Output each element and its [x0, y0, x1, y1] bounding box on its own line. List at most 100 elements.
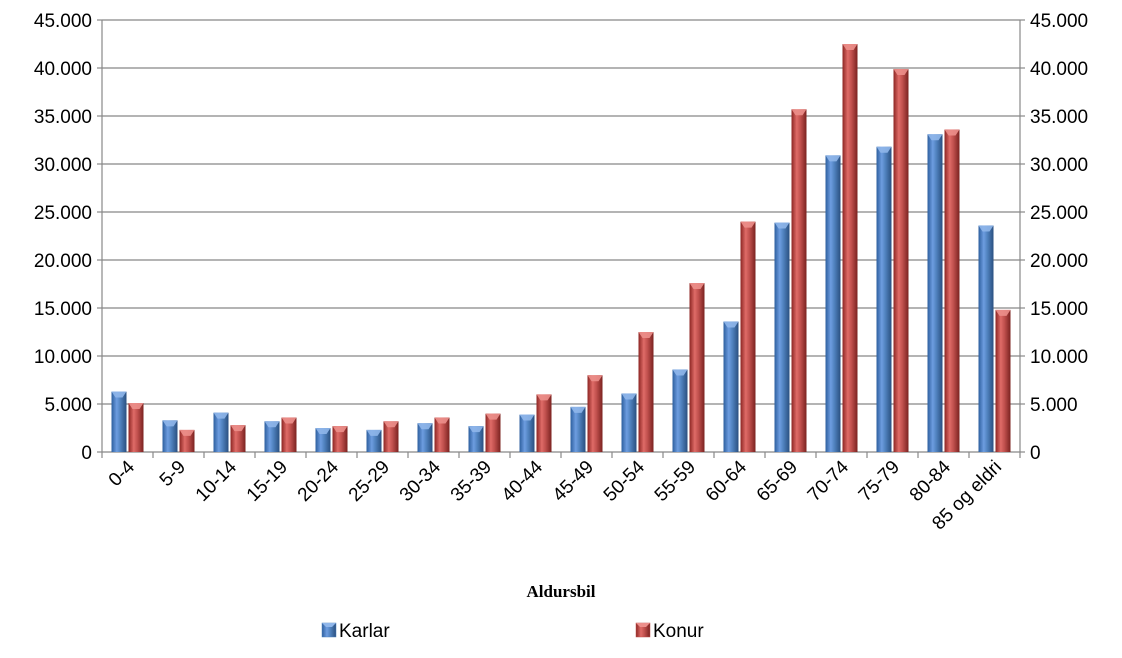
bar-body	[672, 369, 688, 452]
legend-label: Karlar	[339, 621, 390, 642]
bar-konur-75-79	[893, 68, 909, 453]
x-tick-label: 70-74	[804, 456, 854, 506]
bar-body	[723, 321, 739, 452]
x-tick-label: 0-4	[105, 456, 140, 491]
x-tick-label: 55-59	[651, 457, 700, 506]
bar-bevel	[893, 68, 909, 75]
bar-karlar-30-34	[417, 423, 433, 452]
bar-bevel	[230, 425, 246, 432]
y-tick-label-right: 25.000	[1030, 203, 1088, 224]
bar-bevel	[366, 429, 382, 436]
y-tick-label-left: 45.000	[34, 11, 92, 32]
bar-karlar-25-29	[366, 429, 382, 452]
bar-bevel	[825, 155, 841, 162]
bar-bevel	[383, 421, 399, 428]
bar-konur-70-74	[842, 44, 858, 452]
x-tick-label: 45-49	[549, 457, 598, 506]
bar-bevel	[281, 417, 297, 424]
y-tick-label-left: 35.000	[34, 107, 92, 128]
bar-body	[536, 394, 552, 452]
bar-bevel	[978, 225, 994, 232]
bar-karlar-80-84	[927, 134, 943, 453]
y-tick-label-right: 0	[1030, 443, 1041, 464]
bar-bevel	[842, 44, 858, 50]
bar-body	[689, 283, 705, 452]
bar-body	[740, 221, 756, 452]
y-tick-label-left: 0	[81, 443, 92, 464]
gridlines	[102, 19, 1020, 405]
bar-bevel	[927, 134, 943, 141]
x-tick-label: 75-79	[855, 457, 904, 506]
bar-karlar-60-64	[723, 321, 739, 452]
bar-body	[876, 146, 892, 452]
x-tick-label: 10-14	[192, 456, 242, 506]
bar-bevel	[587, 375, 603, 382]
bar-bevel	[519, 414, 535, 421]
bar-konur-85 og eldri	[995, 309, 1011, 452]
bar-body	[332, 426, 348, 452]
y-tick-label-right: 30.000	[1030, 155, 1088, 176]
bar-bevel	[128, 403, 144, 410]
bar-konur-30-34	[434, 417, 450, 452]
bar-body	[213, 412, 229, 452]
bar-karlar-10-14	[213, 412, 229, 452]
bar-bevel	[536, 394, 552, 401]
legend: Karlar Konur	[321, 621, 704, 642]
bar-karlar-45-49	[570, 406, 586, 452]
x-tick-label: 15-19	[243, 457, 292, 506]
bar-bevel	[791, 109, 807, 116]
bar-bevel	[264, 421, 280, 428]
bar-karlar-70-74	[825, 155, 841, 453]
x-axis-ticks: 0-4 5-9 10-14 15-19 20-24 25-29 30-34 35-39 40-4…	[105, 456, 1006, 534]
y-tick-label-left: 10.000	[34, 347, 92, 368]
x-tick-label: 25-29	[345, 457, 394, 506]
x-tick-label: 50-54	[600, 456, 650, 506]
bar-bevel	[162, 420, 178, 427]
bar-body	[281, 417, 297, 452]
bar-body	[111, 391, 127, 452]
bar-bevel	[315, 428, 331, 434]
legend-swatch-bevel	[636, 623, 650, 627]
bar-konur-40-44	[536, 394, 552, 452]
bar-body	[621, 393, 637, 452]
x-tick-label: 40-44	[498, 456, 548, 506]
bar-bevel	[332, 426, 348, 433]
bar-konur-15-19	[281, 417, 297, 452]
bar-konur-25-29	[383, 421, 399, 452]
bar-karlar-65-69	[774, 222, 790, 452]
x-tick-label: 60-64	[702, 456, 752, 506]
y-tick-label-left: 15.000	[34, 299, 92, 320]
bar-karlar-20-24	[315, 428, 331, 452]
bar-bevel	[417, 423, 433, 430]
bar-body	[995, 309, 1011, 452]
x-axis-title: Aldursbil	[527, 582, 596, 601]
bar-body	[978, 225, 994, 452]
bar-karlar-85 og eldri	[978, 225, 994, 452]
bar-body	[162, 420, 178, 452]
bar-body	[128, 403, 144, 452]
bar-karlar-5-9	[162, 420, 178, 452]
bar-body	[842, 44, 858, 452]
bar-bevel	[485, 413, 501, 420]
y-tick-label-right: 45.000	[1030, 11, 1088, 32]
x-tick-label: 5-9	[156, 457, 190, 491]
bar-karlar-55-59	[672, 369, 688, 452]
bar-bevel	[179, 429, 195, 436]
bar-bevel	[570, 406, 586, 413]
bar-body	[587, 375, 603, 452]
y-tick-label-right: 10.000	[1030, 347, 1088, 368]
bar-bevel	[111, 391, 127, 398]
x-tick-label: 35-39	[447, 457, 496, 506]
bar-konur-35-39	[485, 413, 501, 452]
bar-body	[383, 421, 399, 452]
bar-bevel	[774, 222, 790, 229]
y-tick-label-right: 35.000	[1030, 107, 1088, 128]
bar-body	[417, 423, 433, 452]
bar-bevel	[689, 283, 705, 290]
y-axis-right-ticks: 0 5.000 10.000 15.000 20.000 25.000 30.000 35.0…	[1030, 11, 1088, 464]
legend-item-karlar: Karlar	[321, 621, 390, 642]
bar-konur-80-84	[944, 129, 960, 452]
y-tick-label-left: 25.000	[34, 203, 92, 224]
bar-body	[485, 413, 501, 452]
bar-bevel	[740, 221, 756, 228]
